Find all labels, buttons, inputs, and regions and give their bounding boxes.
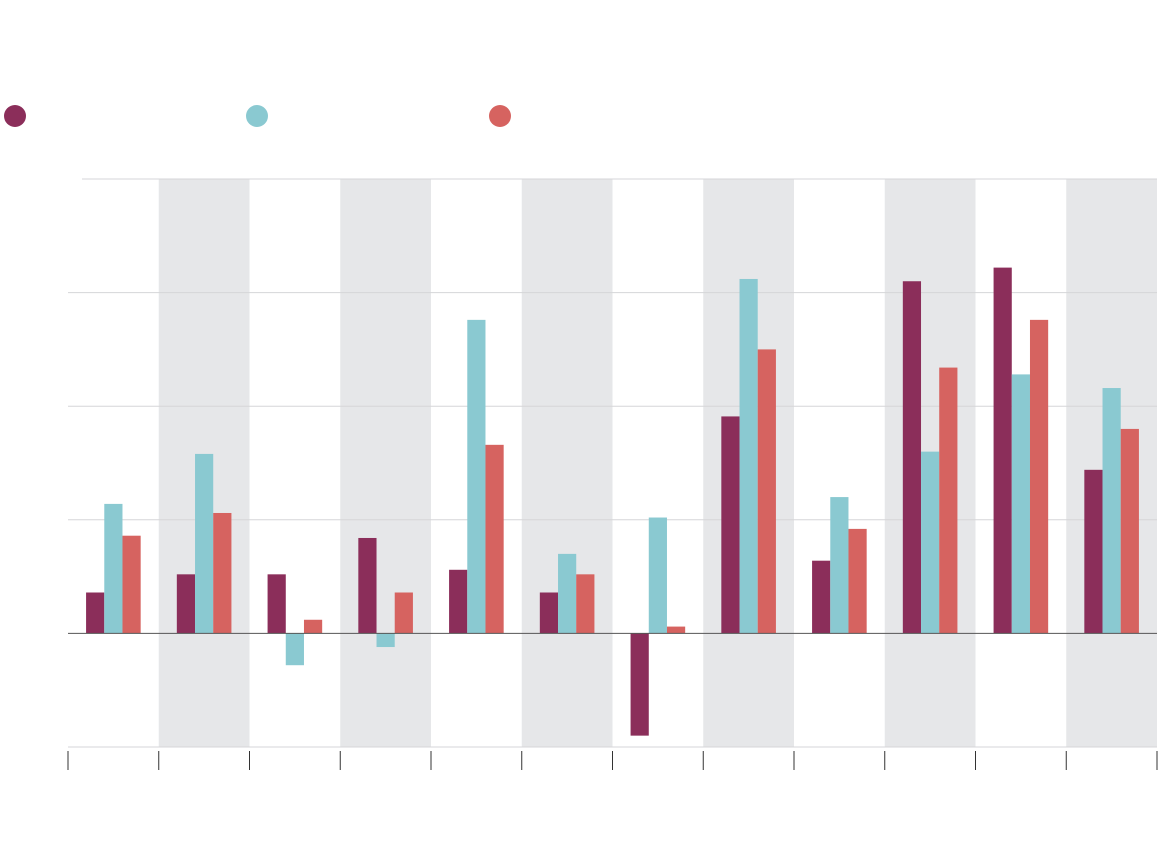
bar-series1-cat10 [902,281,922,634]
legend-marker-series1 [4,105,26,127]
bar-series3-cat7 [666,626,686,634]
column-band-3 [340,179,431,747]
bar-series2-cat7 [648,517,667,634]
column-band-5 [521,179,613,747]
bar-series3-cat5 [485,444,504,634]
bar-series2-cat3 [285,633,304,666]
legend [4,105,511,127]
bar-series3-cat12 [1120,428,1139,634]
bar-series1-cat2 [176,574,196,634]
bar-series3-cat10 [939,367,958,634]
bar-series2-cat11 [1011,374,1030,634]
bar-series2-cat2 [195,453,214,634]
bar-series3-cat2 [213,512,232,634]
bar-series3-cat4 [394,592,413,634]
gridlines [68,178,1157,748]
bar-series3-cat3 [303,619,323,634]
bars [86,267,1139,736]
bar-series2-cat4 [376,633,395,648]
bar-series2-cat10 [921,451,940,634]
bar-series1-cat9 [812,560,831,634]
bar-series1-cat6 [539,592,559,634]
bar-series1-cat12 [1084,469,1103,634]
bar-series3-cat9 [848,528,867,634]
bar-series1-cat4 [358,537,377,634]
bar-series1-cat5 [449,569,468,634]
bar-series2-cat6 [558,553,577,634]
bar-series1-cat11 [993,267,1012,634]
x-axis-ticks [67,751,1158,770]
bar-series2-cat5 [467,319,486,634]
bar-series1-cat1 [86,592,105,634]
bar-series1-cat7 [630,633,649,736]
bar-series2-cat9 [830,497,849,634]
bar-series2-cat8 [739,278,758,634]
bar-series1-cat8 [721,416,740,634]
bar-series2-cat12 [1102,388,1121,634]
legend-marker-series3 [489,105,511,127]
bar-series2-cat1 [104,503,123,634]
bar-series3-cat1 [122,535,141,634]
bar-series3-cat6 [576,574,595,634]
bar-series3-cat8 [757,349,776,634]
bar-series1-cat3 [267,574,286,634]
bar-series3-cat11 [1029,319,1049,634]
legend-marker-series2 [246,105,268,127]
